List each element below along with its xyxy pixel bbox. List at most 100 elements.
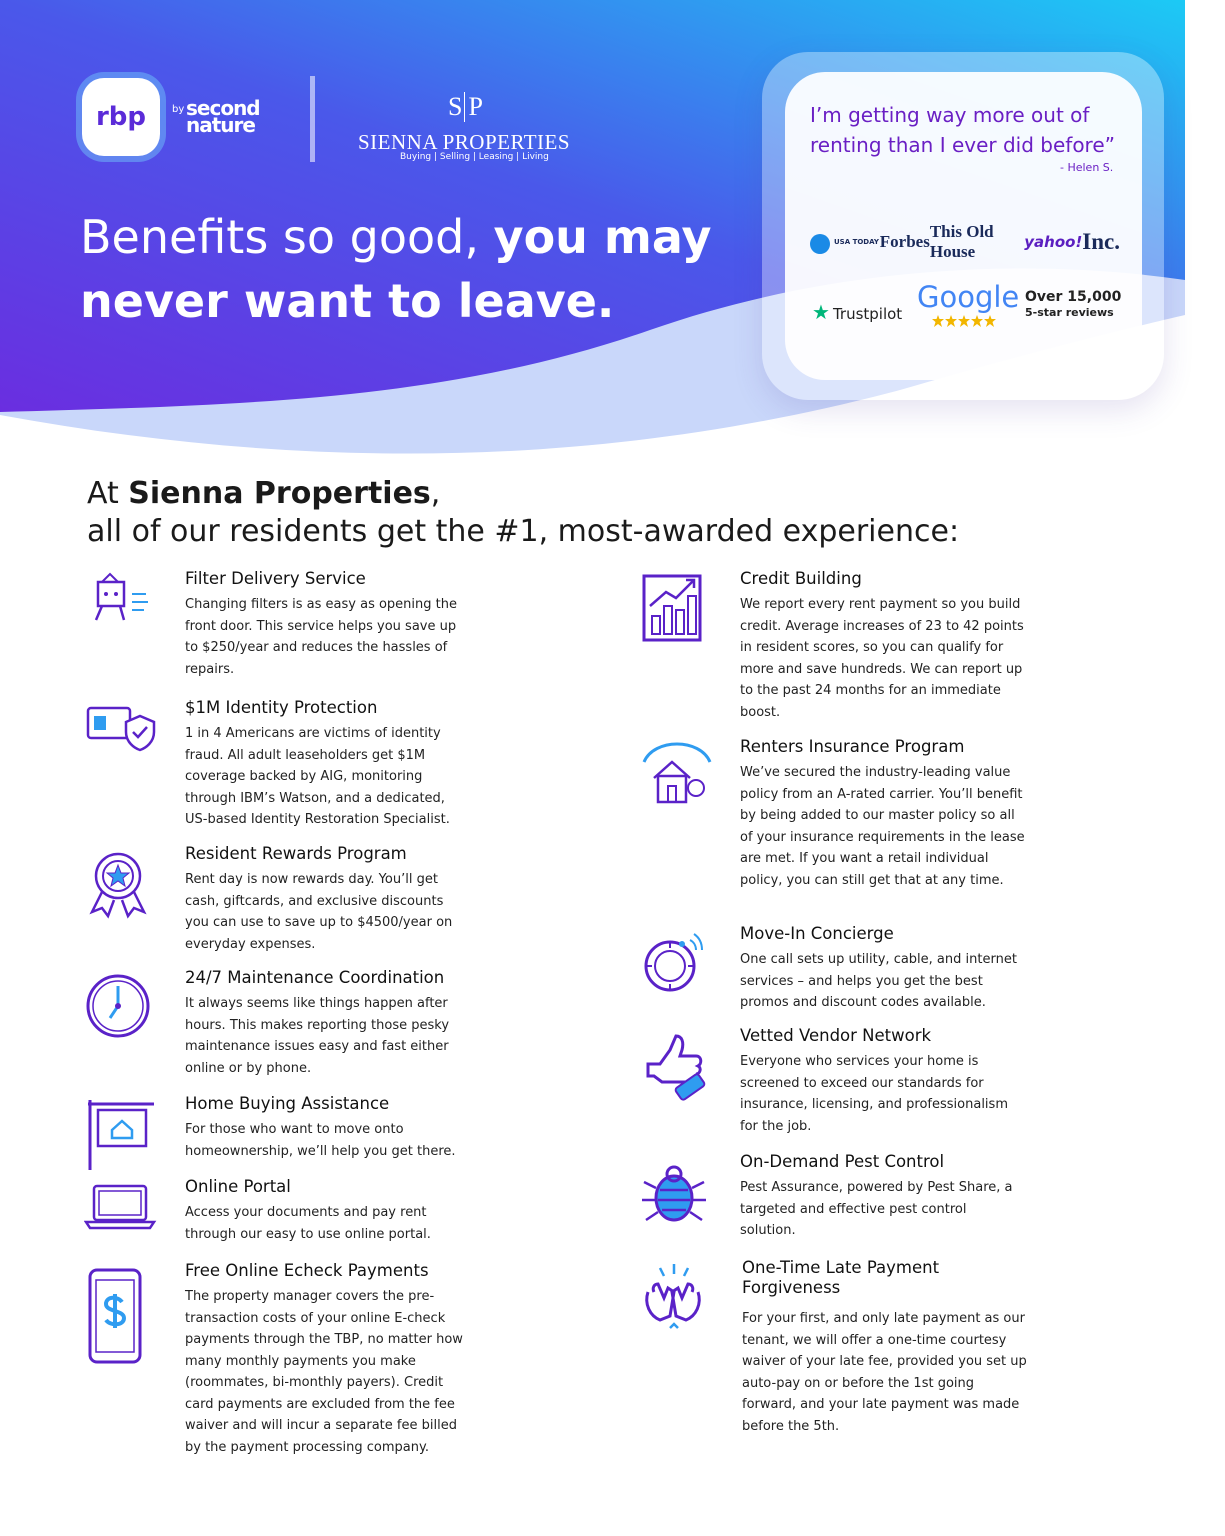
icon-shape xyxy=(115,1003,121,1009)
brand-line: nature xyxy=(186,113,256,137)
benefit-text: For your first, and only late payment as… xyxy=(742,1311,1027,1434)
benefit: Online Portal Access your documents and p… xyxy=(185,1177,470,1245)
benefit-text: We’ve secured the industry-leading value… xyxy=(740,765,1025,888)
benefit-text: Access your documents and pay rent throu… xyxy=(185,1205,431,1242)
star xyxy=(984,315,996,327)
benefit-title: $1M Identity Protection xyxy=(185,698,378,717)
icon-shape xyxy=(132,593,148,611)
icon-shape xyxy=(94,716,106,730)
icon-shape xyxy=(654,1174,694,1222)
benefit: Renters Insurance Program We’ve secured t… xyxy=(740,737,1025,891)
benefit: Move-In Concierge One call sets up utilit… xyxy=(740,924,1025,1014)
icon-shape xyxy=(646,1034,703,1084)
monogram-letter: P xyxy=(464,92,483,122)
icon-shape xyxy=(642,574,702,642)
intro-line: all of our residents get the #1, most-aw… xyxy=(87,514,960,549)
icon-shape xyxy=(104,592,108,596)
benefit-title: Home Buying Assistance xyxy=(185,1094,390,1113)
benefit-icon xyxy=(642,1165,706,1222)
testimonial-card xyxy=(785,72,1142,380)
icon-shape xyxy=(110,1119,134,1140)
benefit-text: We report every rent payment so you buil… xyxy=(740,597,1024,720)
brand-line: second xyxy=(186,96,261,120)
benefit: Home Buying Assistance For those who want… xyxy=(185,1094,470,1162)
icon-shape xyxy=(642,1180,706,1222)
benefit-title: Online Portal xyxy=(185,1177,291,1196)
benefit-icon xyxy=(646,1034,706,1101)
partner-tagline: Buying | Selling | Leasing | Living xyxy=(400,152,549,162)
press-logo: yahoo! xyxy=(1024,233,1083,251)
headline-bold: you may xyxy=(493,210,712,264)
icon-shape xyxy=(675,609,685,635)
google-stars xyxy=(932,315,996,327)
icon-shape xyxy=(98,1190,142,1216)
press-logo: USA TODAY xyxy=(810,234,880,254)
icon-shape xyxy=(665,1165,683,1183)
icon-shape xyxy=(103,1294,127,1328)
icon-shape xyxy=(687,779,705,797)
icon-shape xyxy=(108,986,120,1019)
press-logo: Inc. xyxy=(1082,229,1120,254)
benefit: On-Demand Pest Control Pest Assurance, po… xyxy=(740,1152,1025,1242)
press-logo: Forbes xyxy=(879,232,930,251)
review-count-label: 5-star reviews xyxy=(1025,306,1114,319)
trustpilot-logo: Trustpilot xyxy=(812,300,902,324)
headline-bold: never want to leave. xyxy=(80,274,615,328)
icon-shape xyxy=(687,595,697,635)
icon-shape xyxy=(656,774,688,804)
icon-shape xyxy=(96,1108,148,1148)
benefit: Vetted Vendor Network Everyone who servic… xyxy=(740,1026,1025,1137)
benefit: Free Online Echeck Payments The property … xyxy=(185,1261,470,1458)
icon-shape xyxy=(651,615,661,635)
benefit-title: Move-In Concierge xyxy=(740,924,894,943)
benefit: One-Time Late Payment Forgiveness For you… xyxy=(742,1258,1027,1437)
press-logo: This Old House xyxy=(929,222,994,261)
benefit: Resident Rewards Program Rent day is now … xyxy=(185,844,470,955)
benefit-icon xyxy=(86,974,150,1038)
benefit-title: Filter Delivery Service xyxy=(185,569,366,588)
icon-shape xyxy=(105,863,131,888)
icon-shape xyxy=(89,891,147,919)
icon-shape xyxy=(646,942,694,990)
star xyxy=(971,315,983,327)
benefit-icon xyxy=(88,1100,154,1170)
icon-shape xyxy=(649,578,696,607)
icon-shape xyxy=(642,742,712,763)
icon-shape xyxy=(644,940,696,992)
benefit-text: Changing filters is as easy as opening t… xyxy=(185,597,457,677)
icon-shape xyxy=(658,1264,690,1329)
icon-shape xyxy=(92,1184,148,1222)
benefit-title: Resident Rewards Program xyxy=(185,844,407,863)
icon-shape xyxy=(663,605,673,635)
icon-shape xyxy=(674,1073,706,1101)
benefit-icon xyxy=(89,852,147,919)
intro-suffix: , xyxy=(430,476,441,511)
benefit-text: Everyone who services your home is scree… xyxy=(740,1054,1008,1134)
star xyxy=(932,315,944,327)
icon-shape xyxy=(94,605,126,621)
benefit-icon xyxy=(86,706,156,752)
by-text: by xyxy=(172,104,185,115)
google-logo: Google xyxy=(917,280,1020,314)
icon-shape xyxy=(92,980,144,1032)
icon-shape xyxy=(88,1100,154,1170)
benefit-title: One-Time Late Payment Forgiveness xyxy=(742,1258,940,1297)
benefit-title: Credit Building xyxy=(740,569,862,588)
rbp-logo: rbp xyxy=(82,78,160,156)
brand-logo: second nature xyxy=(186,96,261,137)
benefit-icon xyxy=(84,1184,157,1230)
icon-shape xyxy=(88,1268,142,1364)
icon-shape xyxy=(653,760,691,779)
benefit-title: On-Demand Pest Control xyxy=(740,1152,945,1171)
icon-shape xyxy=(102,860,134,892)
benefit-title: Vetted Vendor Network xyxy=(740,1026,932,1045)
intro: At Sienna Properties, all of our resident… xyxy=(87,475,959,551)
stars xyxy=(932,315,996,327)
icon-shape xyxy=(670,1282,701,1322)
intro-company: Sienna Properties xyxy=(128,476,431,511)
icon-shape xyxy=(96,580,126,608)
icon-shape xyxy=(679,941,685,947)
benefit: Filter Delivery Service Changing filters … xyxy=(185,569,470,680)
monogram-letter: S xyxy=(448,92,463,121)
